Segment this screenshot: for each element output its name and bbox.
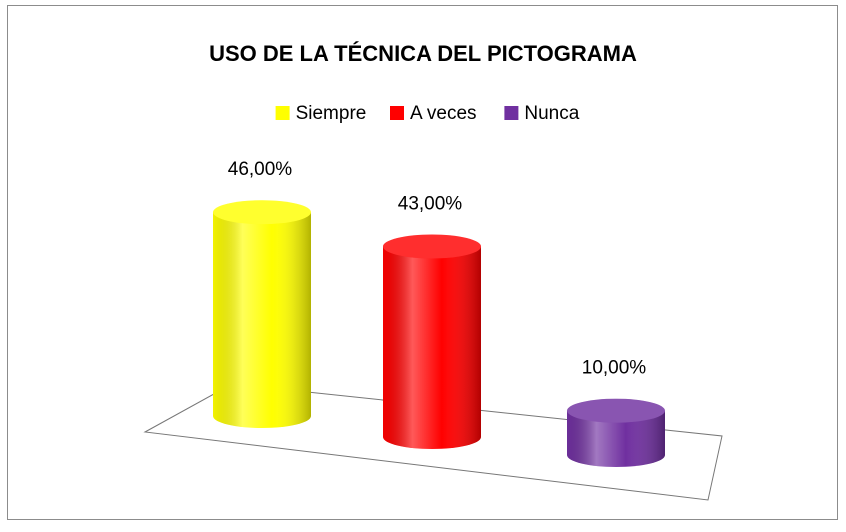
bar-top xyxy=(383,234,481,259)
bar xyxy=(213,200,311,428)
bar xyxy=(567,398,665,467)
bar xyxy=(383,234,481,449)
bar-top-shade xyxy=(567,398,665,423)
bar-top-shade xyxy=(213,200,311,225)
bar-top-shade xyxy=(383,234,481,259)
bar-top xyxy=(567,398,665,423)
legend-label: Siempre xyxy=(296,103,367,124)
bar-shade xyxy=(567,410,665,467)
data-label: 10,00% xyxy=(582,358,647,379)
data-label: 43,00% xyxy=(398,194,463,215)
plot xyxy=(213,200,665,467)
chart-title: USO DE LA TÉCNICA DEL PICTOGRAMA xyxy=(209,41,637,66)
legend-swatch xyxy=(275,106,290,120)
bar-shade xyxy=(383,246,481,449)
bar-top xyxy=(213,200,311,225)
bar-shade xyxy=(213,212,311,428)
legend-label: Nunca xyxy=(524,103,579,124)
legend-label: A veces xyxy=(410,103,477,124)
legend-swatch xyxy=(390,106,404,120)
data-label: 46,00% xyxy=(228,159,293,180)
legend-swatch xyxy=(504,106,519,120)
